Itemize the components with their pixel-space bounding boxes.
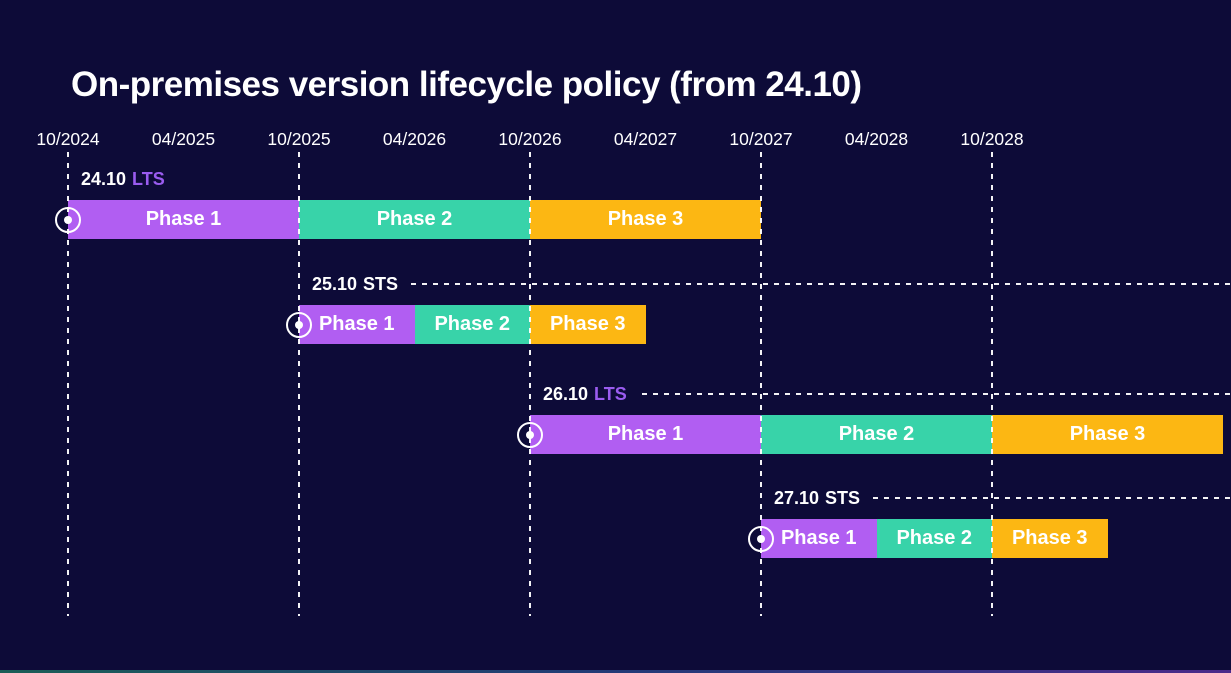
phase-bar: Phase 2: [876, 519, 992, 558]
phase-label: Phase 3: [1069, 423, 1146, 445]
version-number: 27.10: [774, 488, 820, 508]
release-type-badge: LTS: [132, 169, 165, 189]
phase-bar: Phase 1: [299, 305, 415, 344]
leader-line: [642, 393, 1231, 395]
version-label: 24.10 LTS: [81, 169, 165, 190]
release-start-marker-icon: [55, 206, 81, 233]
phase-bar: Phase 1: [761, 519, 877, 558]
version-label: 27.10 STS: [774, 488, 860, 509]
phase-label: Phase 1: [780, 527, 857, 549]
version-label: 25.10 STS: [312, 274, 398, 295]
phase-bar: Phase 3: [530, 200, 761, 239]
axis-tick-label: 04/2027: [613, 129, 678, 149]
marker-dot: [295, 320, 303, 329]
phase-bar: Phase 1: [530, 415, 761, 454]
release-type-badge: STS: [363, 274, 399, 294]
version-number: 26.10: [543, 384, 589, 404]
phase-bar: Phase 1: [68, 200, 299, 239]
axis-tick-label: 04/2028: [844, 129, 909, 149]
marker-dot: [757, 534, 765, 543]
axis-tick-label: 04/2025: [151, 129, 216, 149]
phase-bar: Phase 2: [414, 305, 530, 344]
release-start-marker-icon: [748, 525, 774, 552]
phase-bar: Phase 3: [992, 415, 1223, 454]
release-start-marker-icon: [517, 421, 543, 448]
leader-line: [873, 497, 1231, 499]
marker-dot: [64, 215, 72, 224]
release-start-marker-icon: [286, 311, 312, 338]
axis-tick-label: 10/2027: [729, 129, 793, 149]
phase-label: Phase 2: [434, 313, 511, 335]
marker-dot: [526, 430, 534, 439]
axis-tick-label: 10/2028: [960, 129, 1024, 149]
phase-label: Phase 2: [896, 527, 973, 549]
axis-tick-label: 04/2026: [382, 129, 447, 149]
phase-label: Phase 2: [376, 208, 453, 230]
version-number: 24.10: [81, 169, 127, 189]
leader-line: [411, 283, 1231, 285]
gridline: [67, 152, 69, 616]
phase-label: Phase 3: [607, 208, 684, 230]
release-type-badge: STS: [825, 488, 861, 508]
axis-tick-label: 10/2026: [498, 129, 562, 149]
phase-bar: Phase 3: [530, 305, 646, 344]
page-title: On-premises version lifecycle policy (fr…: [71, 65, 862, 105]
phase-label: Phase 3: [1011, 527, 1088, 549]
phase-bar: Phase 2: [761, 415, 992, 454]
phase-bar: Phase 2: [299, 200, 530, 239]
axis-tick-label: 10/2024: [36, 129, 100, 149]
phase-label: Phase 2: [838, 423, 915, 445]
version-number: 25.10: [312, 274, 358, 294]
version-label: 26.10 LTS: [543, 384, 627, 405]
gridline: [298, 152, 300, 616]
phase-label: Phase 1: [318, 313, 395, 335]
gridline: [991, 152, 993, 616]
axis-tick-label: 10/2025: [267, 129, 331, 149]
phase-label: Phase 1: [145, 208, 222, 230]
release-type-badge: LTS: [594, 384, 627, 404]
footer-gradient-strip: [0, 670, 1231, 673]
phase-label: Phase 1: [607, 423, 684, 445]
phase-bar: Phase 3: [992, 519, 1108, 558]
gridline: [529, 152, 531, 616]
gridline: [760, 152, 762, 616]
phase-label: Phase 3: [549, 313, 626, 335]
